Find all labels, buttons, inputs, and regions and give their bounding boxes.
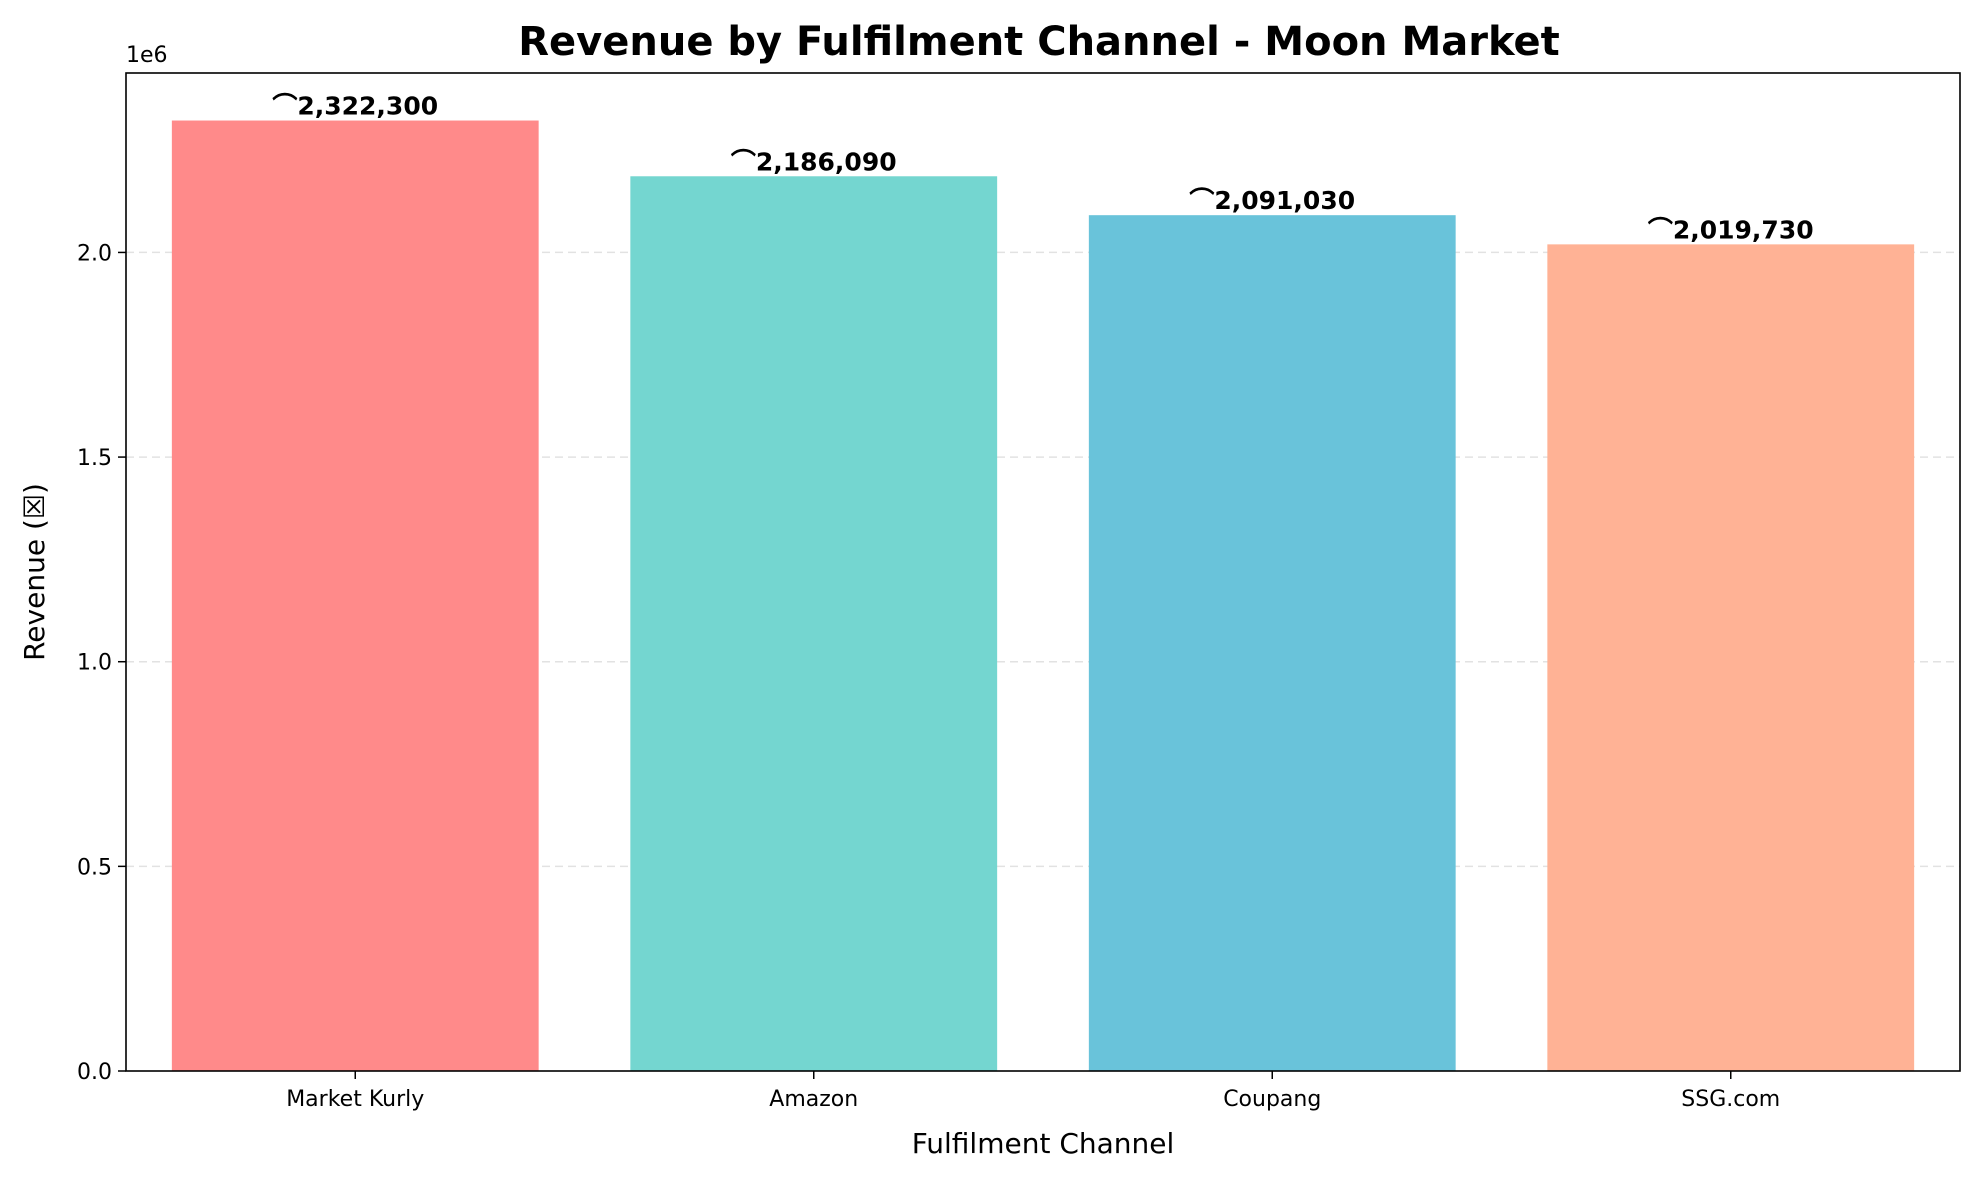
y-axis-label: Revenue (☒) bbox=[18, 483, 51, 661]
x-axis-label: Fulfilment Channel bbox=[912, 1127, 1175, 1160]
y-axis-ticks: 0.0 0.5 1.0 1.5 2.0 bbox=[77, 241, 126, 1085]
chart-title: Revenue by Fulfilment Channel - Moon Mar… bbox=[518, 19, 1560, 65]
y-tick-label: 0.5 bbox=[77, 855, 112, 880]
bar-market-kurly bbox=[171, 120, 539, 1072]
x-axis-ticks: Market Kurly Amazon Coupang SSG.com bbox=[286, 1071, 1780, 1112]
y-tick-label: 1.5 bbox=[77, 446, 112, 471]
bar-value-label: ⌒2,019,730 bbox=[1648, 215, 1814, 244]
y-tick-label: 2.0 bbox=[77, 241, 112, 266]
bar-value-label: ⌒2,322,300 bbox=[272, 92, 438, 121]
x-tick-label: Amazon bbox=[769, 1087, 858, 1112]
bar-coupang bbox=[1088, 215, 1456, 1071]
y-tick-label: 1.0 bbox=[77, 651, 112, 676]
y-axis-offset-label: 1e6 bbox=[126, 43, 168, 68]
x-tick-label: SSG.com bbox=[1681, 1087, 1780, 1112]
bar-ssg-com bbox=[1547, 244, 1915, 1071]
bars bbox=[171, 120, 1915, 1072]
x-tick-label: Market Kurly bbox=[286, 1087, 424, 1112]
bar-value-label: ⌒2,186,090 bbox=[731, 147, 897, 176]
bar-value-labels: ⌒2,322,300 ⌒2,186,090 ⌒2,091,030 ⌒2,019,730 bbox=[272, 92, 1813, 245]
bar-amazon bbox=[630, 176, 998, 1071]
bar-value-label: ⌒2,091,030 bbox=[1189, 186, 1355, 215]
x-tick-label: Coupang bbox=[1223, 1087, 1321, 1112]
y-tick-label: 0.0 bbox=[77, 1060, 112, 1085]
plot-frame bbox=[125, 72, 1961, 1072]
